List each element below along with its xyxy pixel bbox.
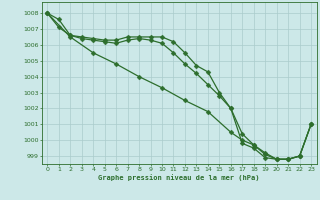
X-axis label: Graphe pression niveau de la mer (hPa): Graphe pression niveau de la mer (hPa) xyxy=(99,174,260,181)
